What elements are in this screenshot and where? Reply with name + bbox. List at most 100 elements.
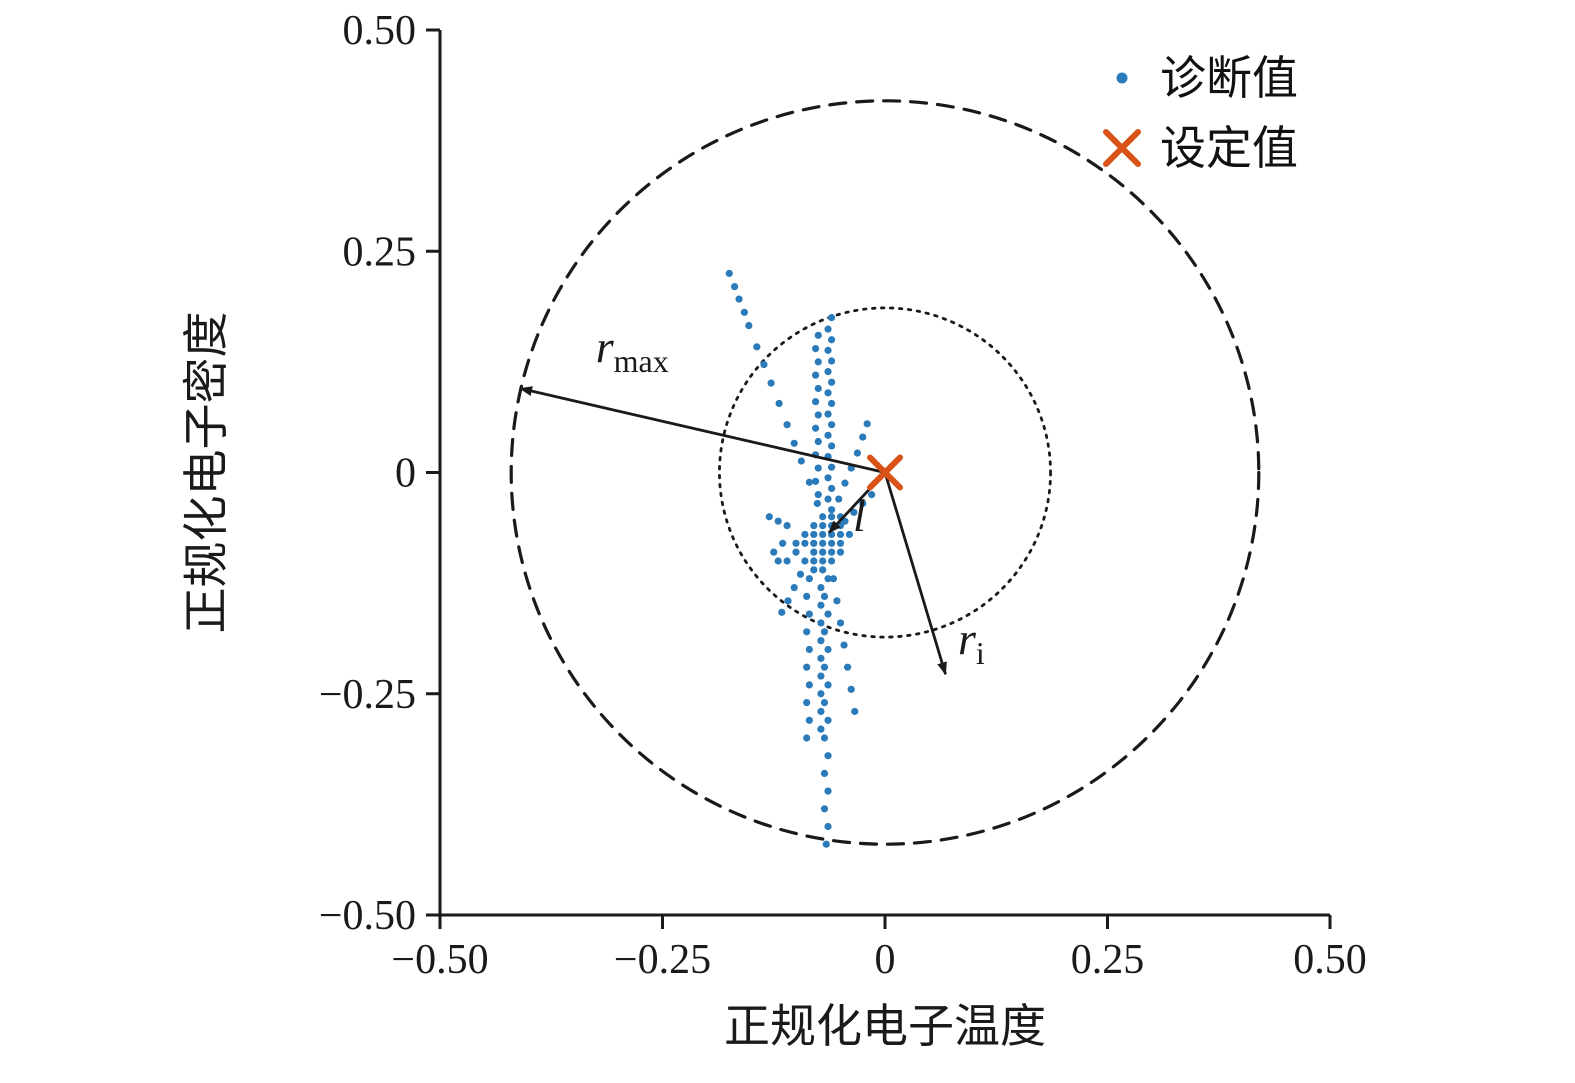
scatter-point	[814, 491, 822, 499]
scatter-point	[840, 641, 848, 649]
dotted-reference-circle	[718, 306, 1052, 639]
scatter-point	[824, 716, 832, 724]
scatter-point	[811, 477, 820, 485]
legend-label-0: 诊断值	[1160, 53, 1298, 104]
scatter-point	[817, 619, 825, 627]
scatter-point	[817, 601, 825, 609]
annotation-label-l: l	[853, 490, 866, 541]
scatter-point	[814, 464, 822, 472]
scatter-point	[828, 513, 836, 521]
scatter-point	[824, 575, 832, 583]
scatter-point	[828, 421, 836, 429]
scatter-point	[824, 610, 832, 618]
scatter-point	[796, 570, 805, 578]
scatter-point	[735, 295, 743, 303]
scatter-point	[850, 508, 858, 516]
scatter-point	[819, 513, 827, 521]
scatter-point	[770, 548, 778, 556]
scatter-point	[833, 597, 841, 605]
scatter-point	[730, 283, 739, 291]
scatter-point	[828, 357, 836, 365]
scatter-point	[828, 539, 836, 547]
scatter-point	[783, 557, 791, 565]
y-tick-label: 0.25	[343, 229, 417, 275]
x-tick-label: 0.25	[1071, 937, 1145, 983]
scatter-point	[836, 539, 845, 547]
annotation-label-ri: ri	[958, 613, 985, 671]
scatter-point	[779, 539, 787, 547]
scatter-point	[851, 707, 859, 716]
scatter-point	[817, 583, 825, 592]
y-tick-label: −0.25	[319, 672, 416, 718]
y-tick-label: 0	[395, 451, 416, 497]
scatter-point	[824, 645, 832, 654]
y-tick-label: −0.50	[319, 893, 416, 939]
scatter-point	[828, 557, 836, 565]
scatter-point	[803, 663, 811, 671]
legend-label-1: 设定值	[1160, 123, 1298, 174]
scatter-point	[814, 358, 822, 366]
scatter-point	[836, 530, 845, 539]
scatter-point	[767, 379, 775, 387]
scatter-point	[801, 539, 809, 547]
scatter-point	[803, 699, 811, 707]
scatter-point	[811, 424, 820, 432]
scatter-point	[778, 608, 786, 616]
scatter-point	[847, 685, 855, 693]
scatter-point	[824, 325, 832, 333]
scatter-point	[817, 707, 825, 716]
scatter-point	[805, 716, 813, 724]
scatter-point	[797, 457, 805, 465]
scatter-point	[792, 548, 800, 556]
set-point-marker	[867, 454, 903, 491]
legend-dot-marker	[1116, 72, 1128, 84]
scatter-point	[828, 506, 836, 514]
scatter-point	[859, 499, 867, 508]
scatter-point	[817, 690, 825, 698]
scatter-point	[774, 557, 782, 565]
scatter-point	[817, 725, 825, 733]
x-tick-label: −0.25	[614, 937, 711, 983]
scatter-point	[775, 399, 783, 408]
scatter-point	[828, 336, 836, 344]
scatter-point	[820, 734, 829, 742]
scatter-point	[784, 597, 792, 605]
scatter-point	[745, 321, 753, 330]
scatter-point	[801, 557, 809, 565]
scatter-point	[810, 539, 818, 547]
scatter-point	[760, 360, 768, 369]
scatter-point	[817, 654, 825, 662]
scatter-point	[824, 410, 832, 418]
scatter-point	[810, 530, 818, 539]
y-axis-label: 正规化电子密度	[181, 312, 232, 634]
scatter-point	[810, 548, 818, 556]
legend-x-marker	[1103, 129, 1141, 167]
scatter-point	[814, 437, 822, 446]
scatter-point	[824, 822, 832, 831]
scatter-point	[828, 399, 836, 408]
scatter-point	[829, 575, 837, 583]
scatter-point	[824, 474, 832, 482]
scatter-point	[824, 752, 832, 760]
scatter-point	[805, 575, 813, 583]
scatter-point	[844, 663, 852, 671]
scatter-point	[820, 663, 829, 671]
scatter-point	[811, 398, 820, 406]
scatter-point	[828, 463, 836, 471]
annotation-label-rmax: rmax	[596, 321, 669, 379]
scatter-point	[828, 378, 836, 386]
scatter-point	[819, 548, 827, 556]
scatter-point	[811, 345, 820, 353]
scatter-point	[820, 628, 829, 636]
scatter-point	[814, 384, 822, 393]
scatter-point	[859, 433, 867, 441]
legend-x-stroke	[1103, 129, 1141, 167]
scatter-point	[783, 421, 791, 429]
set-point-stroke	[867, 454, 903, 491]
scatter-point	[814, 411, 822, 419]
scatter-point	[765, 513, 773, 521]
dashed-reference-circle	[509, 99, 1261, 846]
x-tick-label: 0	[875, 937, 896, 983]
scatter-point	[753, 343, 761, 351]
